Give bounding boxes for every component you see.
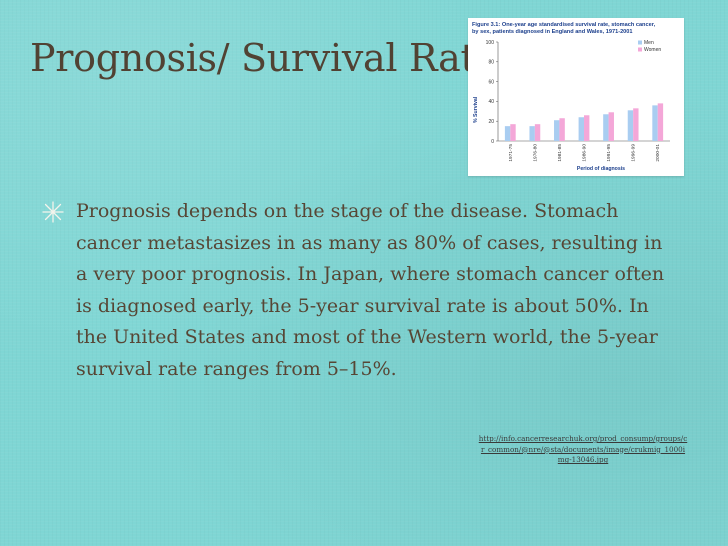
legend-swatch (638, 40, 642, 45)
survival-chart: Figure 3.1: One-year age standardised su… (468, 18, 684, 176)
bar-women (657, 103, 664, 141)
y-axis-label: % Survival (473, 96, 479, 123)
x-tick-label: 1986-90 (582, 144, 588, 162)
source-link[interactable]: http://info.cancerresearchuk.org/prod_co… (478, 434, 688, 465)
y-tick-label: 20 (488, 119, 494, 125)
bar-men (504, 126, 511, 141)
bar-men (603, 114, 609, 141)
bar-men (529, 126, 535, 141)
bar-women (633, 108, 639, 141)
bar-men (627, 110, 634, 141)
x-tick-label: 1981-85 (557, 144, 563, 162)
y-tick-label: 0 (491, 139, 494, 145)
x-tick-label: 1976-80 (532, 144, 538, 162)
bar-women (608, 112, 614, 141)
legend-label: Women (644, 47, 661, 53)
x-tick-label: 1991-95 (606, 144, 612, 162)
survival-chart-svg: Figure 3.1: One-year age standardised su… (472, 22, 670, 172)
bar-men (554, 120, 560, 141)
x-tick-label: 1971-75 (508, 144, 514, 162)
y-tick-label: 80 (488, 60, 494, 66)
bar-women (584, 115, 590, 141)
bar-men (652, 105, 658, 141)
asterisk-star-icon (42, 201, 64, 223)
x-tick-label: 1996-99 (631, 144, 637, 162)
legend-swatch (638, 47, 642, 52)
chart-title-line-1: Figure 3.1: One-year age standardised su… (472, 22, 656, 28)
chart-bars: 1971-75 1976-80 1981-85 1986-90 1991-95 1996-… (504, 103, 664, 162)
bar-women (534, 124, 541, 141)
slide-title: Prognosis/ Survival Rate (30, 36, 498, 80)
bullet-list: Prognosis depends on the stage of the di… (38, 196, 678, 385)
bullet-item: Prognosis depends on the stage of the di… (38, 196, 678, 385)
bar-women (510, 124, 516, 141)
bar-men (578, 117, 584, 141)
chart-title-line-2: by sex, patients diagnosed in England an… (472, 29, 633, 35)
bullet-text: Prognosis depends on the stage of the di… (76, 200, 665, 380)
bar-women (559, 118, 565, 141)
y-tick-label: 100 (486, 40, 495, 46)
y-tick-label: 40 (488, 99, 494, 105)
legend-label: Men (644, 40, 654, 46)
x-tick-label: 2000-01 (655, 144, 661, 162)
y-tick-label: 60 (488, 79, 494, 85)
x-axis-label: Period of diagnosis (577, 166, 625, 172)
